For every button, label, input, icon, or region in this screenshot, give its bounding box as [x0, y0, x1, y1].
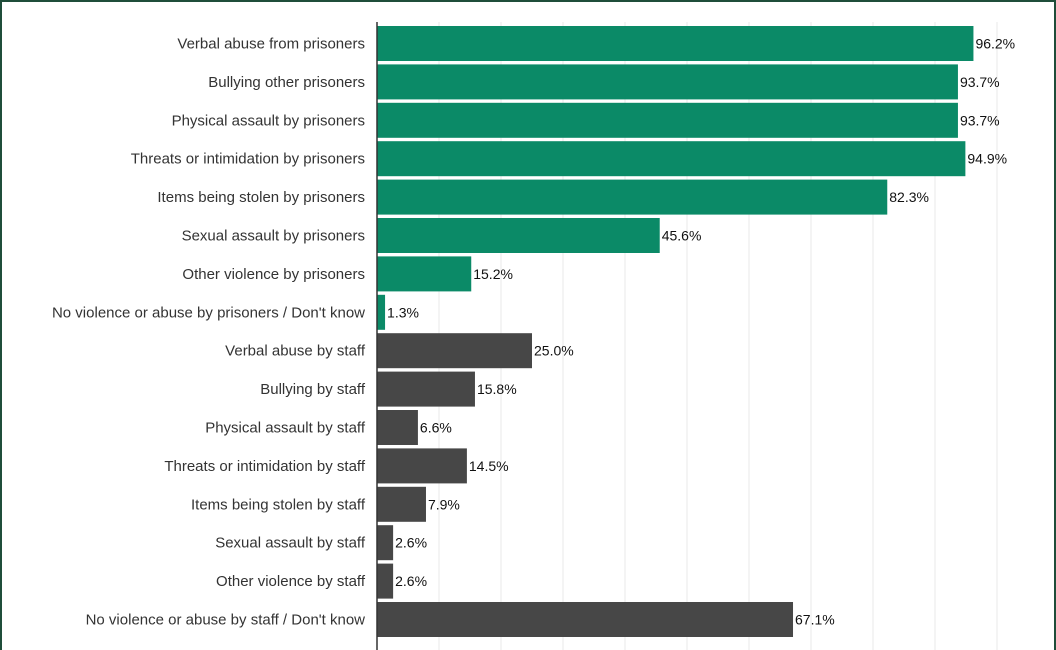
category-label: Other violence by staff — [216, 573, 366, 590]
value-label: 96.2% — [975, 36, 1015, 52]
value-label: 82.3% — [889, 189, 929, 205]
value-label: 45.6% — [662, 228, 702, 244]
bar — [377, 102, 958, 138]
bar — [377, 294, 386, 330]
category-label: Verbal abuse by staff — [225, 343, 366, 360]
category-label: Physical assault by prisoners — [172, 112, 365, 129]
category-label: Sexual assault by staff — [215, 535, 366, 552]
category-label: Physical assault by staff — [205, 420, 366, 437]
bar — [377, 333, 532, 369]
bar — [377, 26, 974, 61]
category-label: Bullying by staff — [260, 381, 366, 398]
category-label: Bullying other prisoners — [208, 74, 365, 91]
bar — [377, 64, 958, 100]
category-label: Threats or intimidation by staff — [164, 458, 365, 475]
value-label: 14.5% — [469, 458, 509, 474]
value-label: 67.1% — [795, 612, 835, 628]
bar — [377, 371, 475, 407]
value-label: 93.7% — [960, 112, 1000, 128]
value-label: 2.6% — [395, 535, 427, 551]
category-label: Items being stolen by staff — [191, 496, 366, 513]
bar — [377, 448, 467, 484]
value-label: 7.9% — [428, 496, 460, 512]
bar — [377, 218, 660, 253]
bar — [377, 563, 394, 599]
category-label: Verbal abuse from prisoners — [177, 36, 365, 53]
value-label: 1.3% — [387, 304, 419, 320]
category-label: No violence or abuse by prisoners / Don'… — [52, 304, 365, 321]
bars — [377, 26, 974, 637]
value-label: 6.6% — [420, 420, 452, 436]
bar — [377, 410, 418, 445]
category-label: Items being stolen by prisoners — [157, 189, 365, 206]
labels: Verbal abuse from prisoners 96.2% Bullying… — [52, 36, 1015, 629]
bar — [377, 141, 966, 177]
value-label: 93.7% — [960, 74, 1000, 90]
value-label: 2.6% — [395, 573, 427, 589]
bar — [377, 525, 394, 561]
value-label: 25.0% — [534, 343, 574, 359]
category-label: Threats or intimidation by prisoners — [131, 151, 365, 168]
category-label: No violence or abuse by staff / Don't kn… — [86, 612, 366, 629]
category-label: Sexual assault by prisoners — [182, 228, 365, 245]
value-label: 15.2% — [473, 266, 513, 282]
bar — [377, 486, 426, 522]
value-label: 94.9% — [967, 151, 1007, 167]
bar — [377, 256, 472, 292]
bar — [377, 179, 888, 215]
bar — [377, 602, 794, 637]
value-label: 15.8% — [477, 381, 517, 397]
category-label: Other violence by prisoners — [182, 266, 365, 283]
